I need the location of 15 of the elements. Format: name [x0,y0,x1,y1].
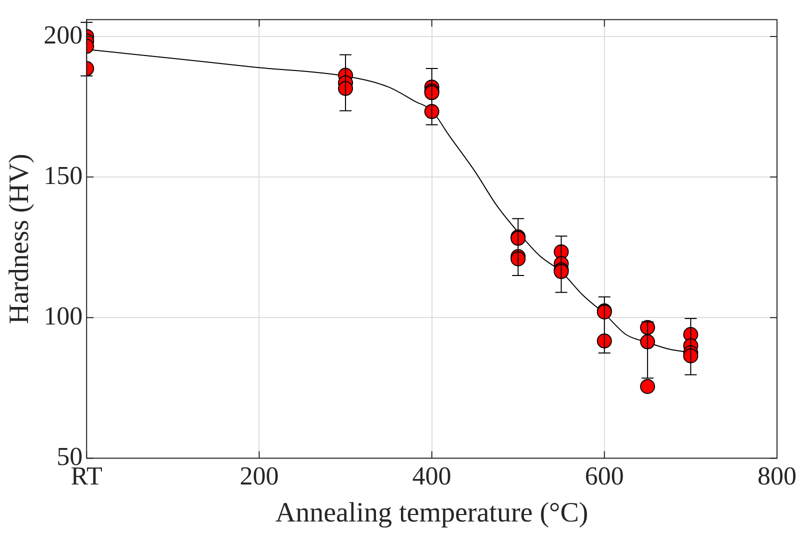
point [640,334,656,350]
x-tick-label: 800 [758,462,796,491]
point [683,348,698,364]
x-tick-label: 200 [240,462,279,491]
y-tick-label: 100 [44,301,83,330]
point [640,379,656,394]
x-axis-title: Annealing temperature (°C) [275,498,588,529]
x-tick-label: 400 [412,462,452,491]
point [338,80,353,96]
point [596,333,612,348]
y-tick-label: 150 [44,160,83,190]
point [424,104,440,120]
y-axis-title: Hardness (HV) [4,154,36,324]
y-tick-label: 200 [44,20,83,50]
x-tick-label: 600 [584,462,624,491]
